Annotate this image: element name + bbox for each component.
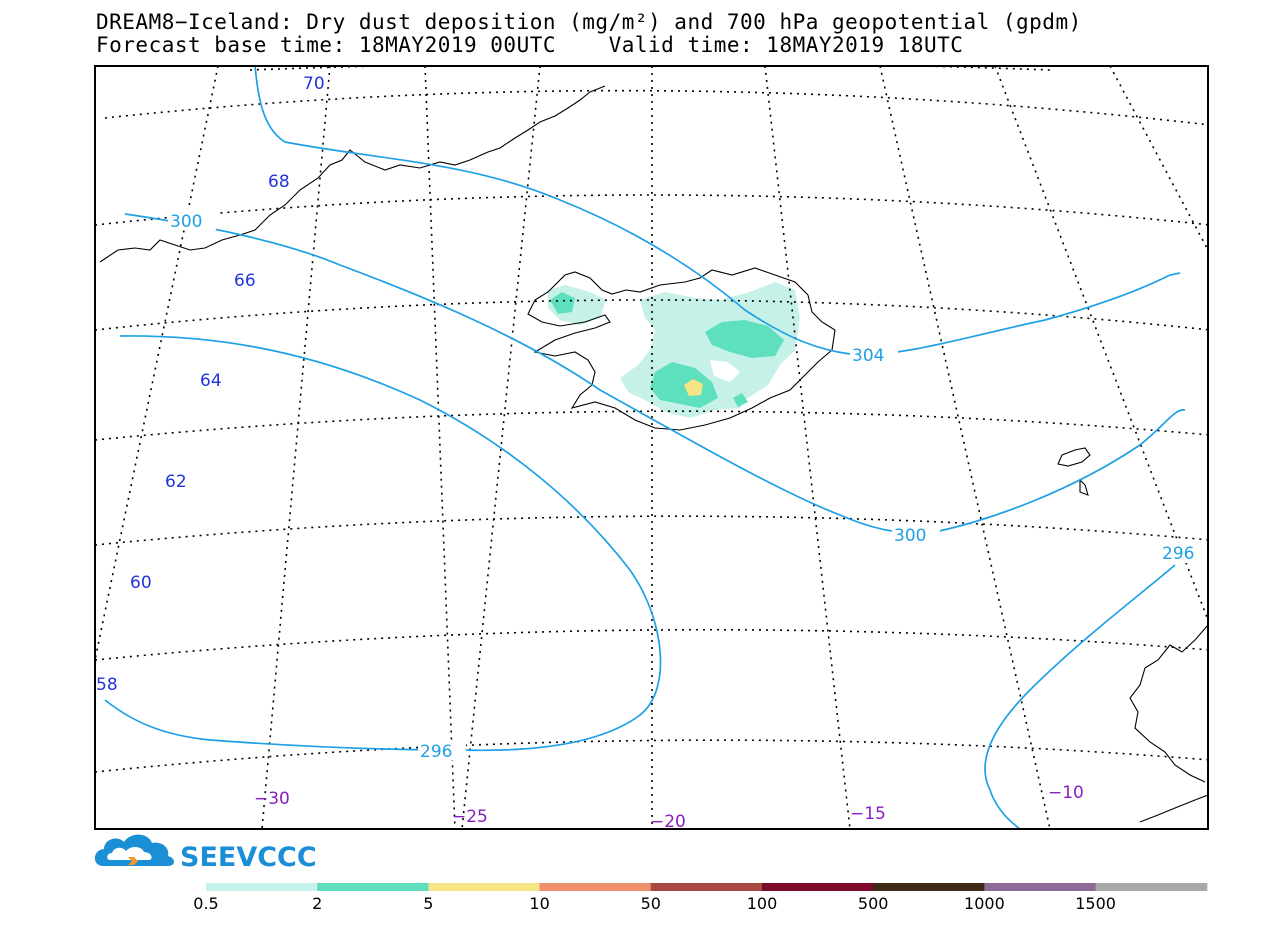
colorbar-swatch — [1095, 883, 1208, 891]
contour-line-296 — [984, 564, 1176, 829]
colorbar-swatch — [873, 883, 985, 891]
lat-label: 60 — [130, 573, 152, 593]
colorbar-label: 10 — [529, 894, 549, 913]
colorbar-swatch — [206, 883, 318, 891]
meridian-line — [95, 66, 219, 661]
colorbar: 0.5 2 5 10 50 100 500 1000 1500 — [193, 883, 1208, 913]
longitude-labels: −30 −25 −20 −15 −10 — [254, 783, 1084, 832]
iceland-coast — [527, 267, 836, 431]
lon-label: −25 — [452, 807, 488, 827]
meridian-line — [424, 66, 456, 829]
colorbar-swatch — [762, 883, 874, 891]
colorbar-label: 1500 — [1075, 894, 1116, 913]
contour-line-300 — [124, 213, 1186, 534]
lat-label: 66 — [234, 271, 256, 291]
meridian-line — [994, 66, 1208, 621]
faroe-islands-coast — [1057, 447, 1091, 496]
greenland-coast — [99, 85, 606, 263]
lon-label: −30 — [254, 789, 290, 809]
colorbar-label: 100 — [747, 894, 778, 913]
contour-label: 296 — [420, 742, 452, 762]
meridian-line — [461, 66, 541, 829]
contour-label: 300 — [894, 526, 926, 546]
contour-labels: 300 304 300 296 296 — [168, 210, 1208, 762]
arrow-icon — [128, 857, 138, 865]
colorbar-label: 500 — [858, 894, 889, 913]
meridian-line — [764, 66, 851, 829]
colorbar-label: 2 — [312, 894, 322, 913]
geopotential-contours — [104, 66, 1186, 829]
latitude-line-62 — [95, 410, 1208, 441]
lon-label: −10 — [1048, 783, 1084, 803]
dust-shading — [548, 282, 800, 418]
norway-coast — [1129, 624, 1208, 783]
latitude-line-60 — [95, 515, 1208, 546]
lat-label: 68 — [268, 172, 290, 192]
contour-label: 300 — [170, 212, 202, 232]
seevccc-logo: SEEVCCC — [94, 834, 317, 873]
dust-area-2 — [705, 320, 784, 358]
dust-area-2 — [733, 393, 748, 407]
logo-text: SEEVCCC — [180, 842, 317, 873]
lon-label: −20 — [650, 812, 686, 832]
title-line-1: DREAM8−Iceland: Dry dust deposition (mg/… — [96, 10, 1082, 34]
contour-label: 296 — [1162, 544, 1194, 564]
dust-area-5 — [684, 379, 703, 396]
map-frame — [94, 65, 1209, 830]
dust-area-2 — [550, 292, 575, 314]
contour-label: 304 — [852, 346, 884, 366]
meridian-line — [879, 66, 1051, 829]
colorbar-swatch — [650, 883, 763, 891]
meridian-line — [261, 66, 331, 829]
cloud-icon-inner — [107, 846, 152, 860]
scotland-coast — [1139, 794, 1208, 823]
graticule — [95, 66, 1208, 829]
dust-gap — [710, 360, 740, 382]
lat-label: 62 — [165, 472, 187, 492]
lat-label: 64 — [200, 371, 222, 391]
colorbar-swatch — [428, 883, 541, 891]
latitude-line-68 — [104, 89, 1208, 126]
colorbar-label: 5 — [423, 894, 433, 913]
colorbar-label: 0.5 — [193, 894, 218, 913]
contour-line-296 — [104, 335, 662, 752]
colorbar-swatch — [317, 883, 429, 891]
lat-label: 58 — [96, 675, 118, 695]
colorbar-label: 1000 — [964, 894, 1005, 913]
title-line-2: Forecast base time: 18MAY2019 00UTC Vali… — [96, 33, 964, 57]
latitude-labels: 70 68 66 64 62 60 58 — [96, 74, 325, 695]
meridian-line — [1109, 66, 1208, 251]
contour-line-304 — [254, 66, 1181, 356]
map-area: 300 304 300 296 296 70 68 66 64 62 60 58… — [95, 66, 1208, 832]
colorbar-swatch — [539, 883, 652, 891]
coastlines — [99, 85, 1208, 823]
colorbar-swatch — [984, 883, 1097, 891]
colorbar-label: 50 — [641, 894, 661, 913]
lon-label: −15 — [850, 804, 886, 824]
lat-label: 70 — [303, 74, 325, 94]
